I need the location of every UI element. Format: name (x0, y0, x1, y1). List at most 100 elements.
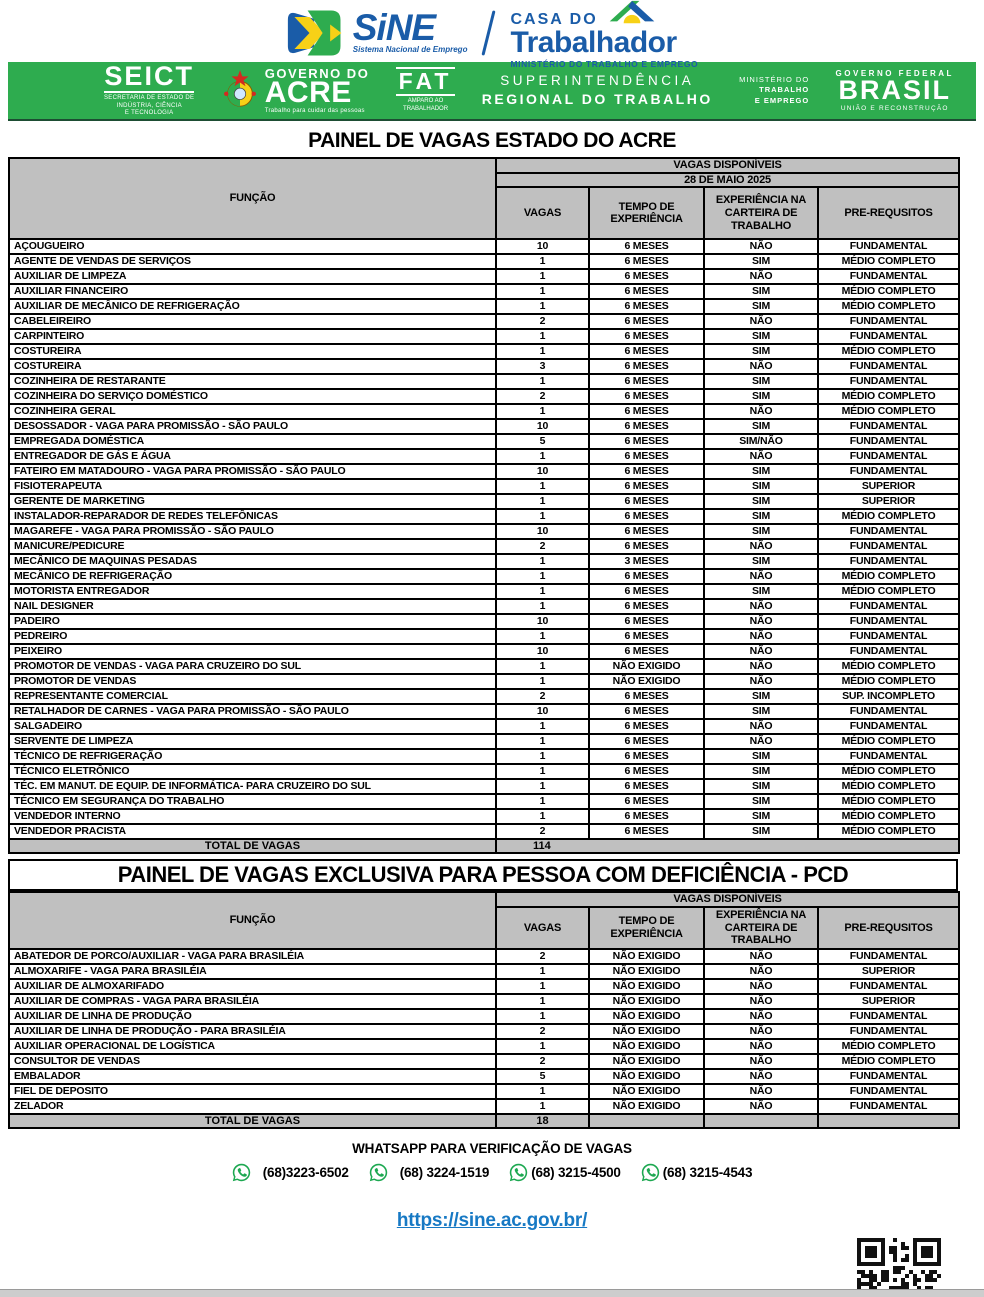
table-row: AUXILIAR DE LINHA DE PRODUÇÃO - PARA BRA… (8, 1022, 961, 1040)
value-cell: 1 (495, 1037, 590, 1055)
value-cell: FUNDAMENTAL (816, 448, 961, 466)
function-cell: NAIL DESIGNER (8, 598, 497, 616)
function-cell: ABATEDOR DE PORCO/AUXILIAR - VAGA PARA B… (8, 947, 497, 965)
whatsapp-icon (510, 1163, 528, 1182)
value-cell: 6 MESES (588, 343, 705, 361)
value-cell: SIM (703, 793, 819, 811)
value-cell: SIM (703, 703, 819, 721)
value-cell: 6 MESES (588, 268, 705, 286)
function-cell: AGENTE DE VENDAS DE SERVIÇOS (8, 253, 497, 271)
date-header: 28 DE MAIO 2025 (494, 171, 961, 189)
table-row: ENTREGADOR DE GÁS E ÁGUA 1 6 MESES NÃO FUNDA… (8, 448, 961, 466)
value-cell: MÉDIO COMPLETO (816, 733, 961, 751)
function-cell: AUXILIAR DE LINHA DE PRODUÇÃO - PARA BRA… (8, 1022, 497, 1040)
function-cell: TÉC. EM MANUT. DE EQUIP. DE INFORMÁTICA-… (8, 778, 497, 796)
value-cell: 1 (495, 808, 590, 826)
value-cell: NÃO (703, 1067, 819, 1085)
main-table-title: PAINEL DE VAGAS ESTADO DO ACRE (308, 129, 676, 152)
empty-cell (588, 1112, 705, 1129)
value-cell: 1 (495, 583, 590, 601)
function-cell: CARPINTEIRO (8, 328, 497, 346)
site-link[interactable]: https://sine.ac.gov.br/ (396, 1209, 588, 1231)
value-cell: SIM (703, 388, 819, 406)
value-cell: 5 (495, 1067, 590, 1085)
value-cell: SIM (703, 748, 819, 766)
value-cell: SIM (703, 343, 819, 361)
value-cell: SIM (703, 688, 819, 706)
table-row: VENDEDOR INTERNO 1 6 MESES SIM MÉDIO COMPLET… (8, 808, 961, 826)
phone-entry: (68) 3215-4543 (641, 1163, 752, 1182)
value-cell: 3 MESES (588, 553, 705, 571)
value-cell: MÉDIO COMPLETO (816, 253, 961, 271)
value-cell: 6 MESES (588, 373, 705, 391)
value-cell: NÃO (703, 1082, 819, 1100)
value-cell: SIM (703, 763, 819, 781)
table-row: FISIOTERAPEUTA 1 6 MESES SIM SUPERIOR (8, 478, 961, 496)
value-cell: NÃO (703, 1097, 819, 1115)
value-cell: SUPERIOR (816, 992, 961, 1010)
value-cell: FUNDAMENTAL (816, 1067, 961, 1085)
function-cell: PROMOTOR DE VENDAS (8, 673, 497, 691)
casa-do-trabalhador-logo: CASA DO Trabalhador MINISTÉRIO DO TRABAL… (510, 0, 698, 69)
value-cell: 6 MESES (588, 403, 705, 421)
house-roof-icon (609, 0, 654, 23)
value-cell: NÃO (703, 1052, 819, 1070)
function-cell: VENDEDOR INTERNO (8, 808, 497, 826)
table-row: ZELADOR 1 NÃO EXIGIDO NÃO FUNDAMENTAL (8, 1097, 961, 1115)
sine-logo: SiNE Sistema Nacional de Emprego (286, 8, 467, 58)
function-cell: ALMOXARIFE - VAGA PARA BRASILÉIA (8, 962, 497, 980)
ministerio-trabalho-text: MINISTÉRIO DO TRABALHO E EMPREGO (739, 75, 809, 105)
value-cell: NÃO (703, 1007, 819, 1025)
whatsapp-icon (641, 1163, 659, 1182)
table-row: TÉCNICO ELETRÔNICO 1 6 MESES SIM MÉDIO COMPL… (8, 763, 961, 781)
value-cell: FUNDAMENTAL (816, 1097, 961, 1115)
value-cell: 10 (495, 613, 590, 631)
column-header-tempo-experiencia: TEMPO DE EXPERIÊNCIA (588, 186, 705, 241)
value-cell: NÃO EXIGIDO (588, 1097, 705, 1115)
table-row: TÉCNICO DE REFRIGERAÇÃO 1 6 MESES SIM FUNDAM… (8, 748, 961, 766)
value-cell: 1 (495, 508, 590, 526)
value-cell: NÃO (703, 238, 819, 256)
value-cell: 6 MESES (588, 793, 705, 811)
value-cell: MÉDIO COMPLETO (816, 673, 961, 691)
function-cell: MOTORISTA ENTREGADOR (8, 583, 497, 601)
value-cell: NÃO EXIGIDO (588, 1082, 705, 1100)
value-cell: SIM (703, 328, 819, 346)
value-cell: MÉDIO COMPLETO (816, 508, 961, 526)
total-value: 114 (494, 838, 961, 855)
value-cell: NÃO EXIGIDO (588, 1052, 705, 1070)
value-cell: MÉDIO COMPLETO (816, 283, 961, 301)
casa-line1: CASA DO (510, 10, 598, 28)
governo-do-text: GOVERNO DO (264, 66, 370, 82)
page-bottom-edge (0, 1289, 984, 1297)
value-cell: FUNDAMENTAL (816, 313, 961, 331)
value-cell: 10 (495, 463, 590, 481)
table-row: MANICURE/PEDICURE 2 6 MESES NÃO FUNDAMENTAL (8, 538, 961, 556)
table-row: TÉC. EM MANUT. DE EQUIP. DE INFORMÁTICA-… (8, 778, 961, 796)
value-cell: 1 (495, 992, 590, 1010)
value-cell: SUPERIOR (816, 493, 961, 511)
pcd-column-header-prerequisitos: PRE-REQUSITOS (816, 905, 961, 950)
value-cell: FUNDAMENTAL (816, 1007, 961, 1025)
sine-flag-icon (287, 10, 342, 56)
phone-entry: (68) 3215-4500 (509, 1163, 621, 1182)
phone-entry: (68) 3224-1519 (369, 1163, 489, 1182)
value-cell: NÃO (703, 568, 819, 586)
pcd-column-header-vagas: VAGAS (495, 905, 590, 950)
value-cell: 6 MESES (588, 388, 705, 406)
column-header-prerequisitos: PRE-REQUSITOS (816, 186, 961, 241)
value-cell: NÃO (703, 268, 819, 286)
function-cell: FIEL DE DEPOSITO (8, 1082, 497, 1100)
value-cell: 6 MESES (588, 568, 705, 586)
table-row: ABATEDOR DE PORCO/AUXILIAR - VAGA PARA B… (8, 947, 961, 965)
function-cell: COSTUREIRA (8, 358, 497, 376)
value-cell: 6 MESES (588, 328, 705, 346)
casa-line2: Trabalhador (510, 25, 677, 59)
value-cell: NÃO (703, 643, 819, 661)
value-cell: SUPERIOR (816, 478, 961, 496)
value-cell: 6 MESES (588, 733, 705, 751)
value-cell: MÉDIO COMPLETO (816, 658, 961, 676)
value-cell: FUNDAMENTAL (816, 553, 961, 571)
value-cell: 1 (495, 977, 590, 995)
phone-entry: (68)3223-6502 (232, 1163, 349, 1182)
